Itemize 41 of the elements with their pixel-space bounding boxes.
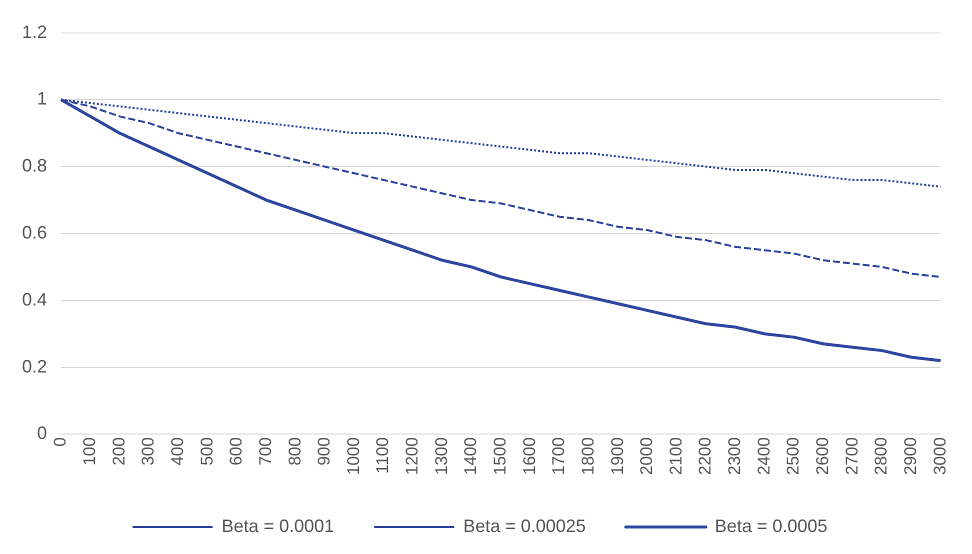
- x-tick-label: 2200: [696, 437, 715, 476]
- y-tick-label: 0: [37, 423, 48, 444]
- x-tick-label: 900: [314, 437, 334, 466]
- x-tick-label: 100: [80, 437, 100, 466]
- y-tick-label: 0.8: [22, 156, 48, 176]
- x-tick-label: 1300: [432, 437, 451, 476]
- x-tick-label: 2900: [900, 437, 920, 476]
- x-tick-label: 2300: [725, 437, 744, 476]
- x-tick-label: 2100: [666, 437, 686, 476]
- x-tick-label: 200: [109, 437, 128, 466]
- x-tick-label: 1500: [490, 437, 510, 476]
- x-tick-label: 800: [285, 437, 304, 466]
- y-tick-label: 0.4: [22, 289, 48, 310]
- x-tick-label: 700: [256, 437, 275, 466]
- y-tick-label: 1: [37, 88, 48, 109]
- x-tick-label: 1900: [608, 437, 627, 476]
- x-tick-label: 1700: [549, 437, 568, 476]
- x-tick-label: 500: [197, 437, 216, 466]
- x-tick-label: 3000: [930, 437, 950, 476]
- x-tick-label: 1200: [402, 437, 422, 476]
- x-tick-label: 1600: [520, 437, 539, 476]
- y-tick-label: 0.2: [22, 356, 48, 376]
- x-tick-label: 1800: [578, 437, 598, 476]
- x-tick-label: 0: [50, 437, 70, 447]
- x-tick-label: 2500: [784, 437, 803, 476]
- y-tick-label: 1.2: [22, 22, 48, 42]
- x-tick-label: 600: [226, 437, 246, 466]
- x-tick-label: 2400: [754, 437, 774, 476]
- x-tick-label: 1400: [461, 437, 480, 476]
- x-tick-label: 1100: [373, 437, 392, 474]
- x-tick-label: 2000: [637, 437, 656, 476]
- legend-label: Beta = 0.0001: [222, 516, 334, 536]
- x-tick-label: 300: [138, 437, 158, 466]
- x-tick-label: 2800: [872, 437, 891, 476]
- legend-label: Beta = 0.0005: [714, 516, 828, 536]
- x-tick-label: 2600: [813, 437, 832, 476]
- x-tick-label: 1000: [344, 437, 363, 476]
- y-tick-label: 0.6: [22, 222, 48, 242]
- x-tick-label: 2700: [842, 437, 862, 476]
- x-tick-label: 400: [168, 437, 187, 466]
- legend-label: Beta = 0.00025: [463, 516, 586, 536]
